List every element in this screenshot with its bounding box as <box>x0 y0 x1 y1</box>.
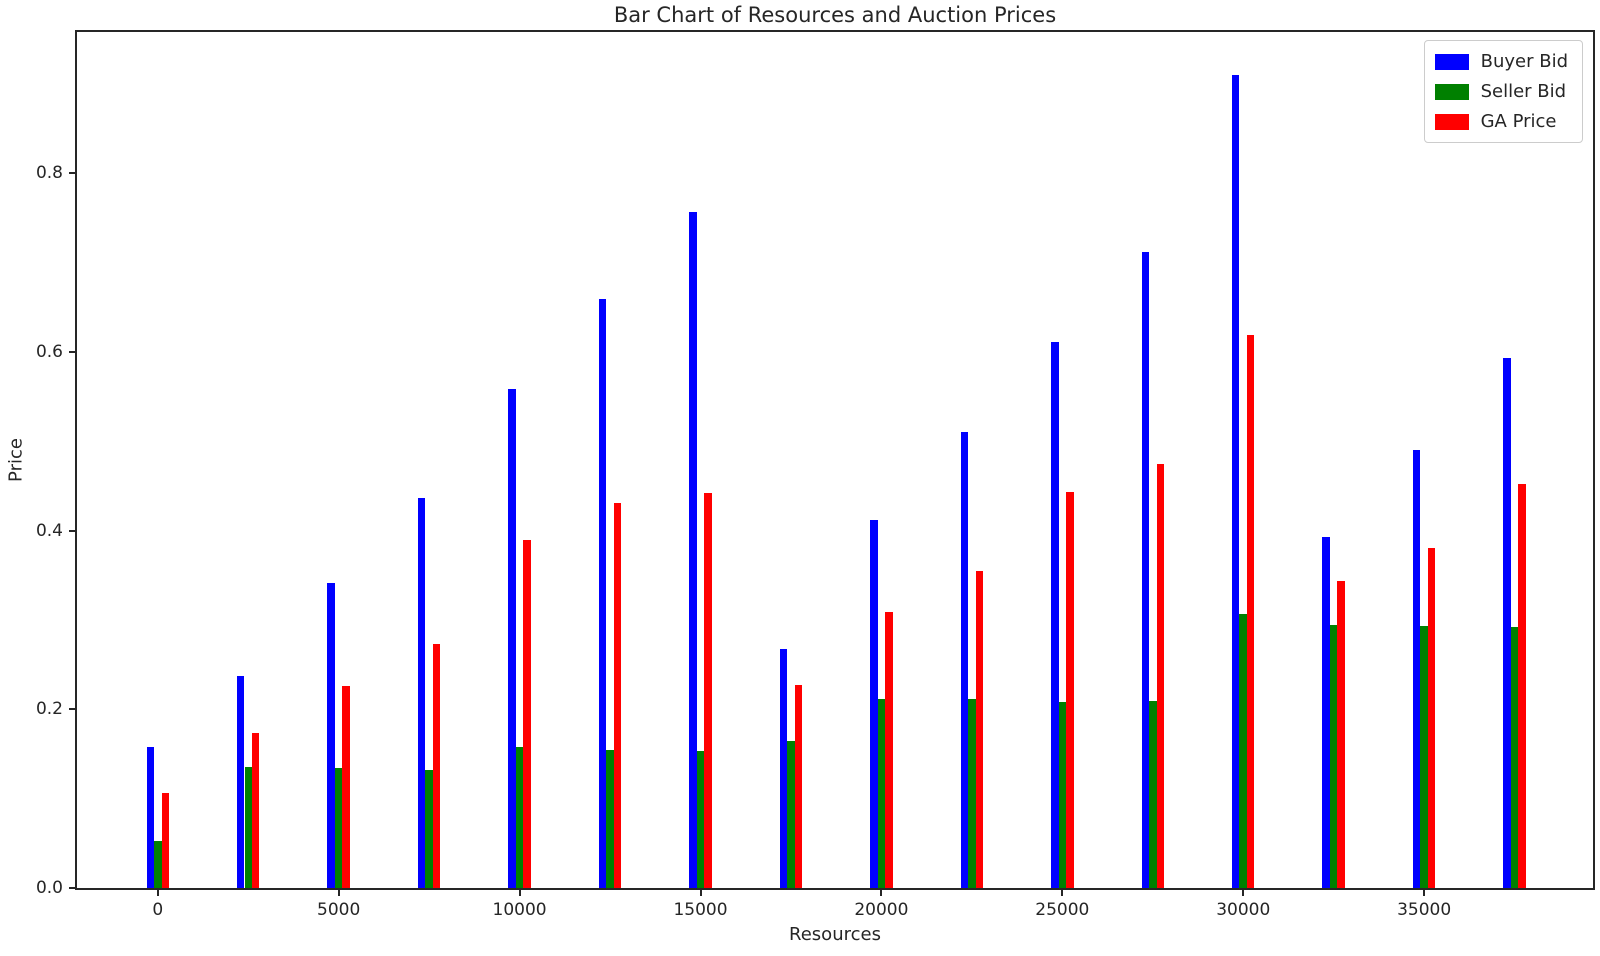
y-tick-mark-0.2 <box>69 708 77 711</box>
bar-ga-price-30000 <box>1246 334 1255 888</box>
y-tick-label-0.4: 0.4 <box>35 520 63 541</box>
bar-ga-price-12500 <box>613 502 622 888</box>
bar-seller-bid-27500 <box>1149 701 1157 888</box>
x-tick-label-20000: 20000 <box>854 900 909 920</box>
x-tick-label-35000: 35000 <box>1397 900 1452 920</box>
x-tick-label-15000: 15000 <box>673 900 728 920</box>
bar-seller-bid-0 <box>154 840 162 888</box>
bar-seller-bid-2500 <box>244 767 252 888</box>
bar-seller-bid-32500 <box>1329 625 1338 888</box>
legend-item-buyer-bid: Buyer Bid <box>1434 51 1568 72</box>
bar-seller-bid-37500 <box>1510 627 1519 888</box>
bar-ga-price-2500 <box>251 733 260 888</box>
bar-buyer-bid-17500 <box>779 648 788 888</box>
bar-seller-bid-20000 <box>877 698 886 888</box>
y-tick-label-0.2: 0.2 <box>35 699 63 720</box>
x-axis-label: Resources <box>789 924 881 945</box>
legend-swatch-ga-price <box>1434 113 1469 130</box>
bar-seller-bid-17500 <box>787 740 795 888</box>
bar-ga-price-25000 <box>1066 492 1074 888</box>
x-tick-mark-15000 <box>699 888 702 896</box>
bar-seller-bid-35000 <box>1420 626 1428 888</box>
legend-swatch-buyer-bid <box>1434 53 1469 70</box>
bar-buyer-bid-37500 <box>1503 358 1511 888</box>
y-tick-mark-0.0 <box>69 887 77 889</box>
bar-seller-bid-12500 <box>606 750 614 888</box>
bar-ga-price-15000 <box>704 493 712 888</box>
y-tick-label-0.6: 0.6 <box>35 341 63 362</box>
y-axis-label: Price <box>5 438 27 482</box>
bar-buyer-bid-20000 <box>870 519 878 888</box>
x-tick-label-25000: 25000 <box>1035 900 1090 920</box>
bar-buyer-bid-7500 <box>417 498 426 888</box>
x-tick-mark-35000 <box>1423 888 1426 896</box>
bar-seller-bid-5000 <box>334 768 343 888</box>
bar-ga-price-17500 <box>794 685 803 888</box>
bar-buyer-bid-5000 <box>327 583 335 888</box>
bar-buyer-bid-32500 <box>1322 536 1330 888</box>
bar-ga-price-35000 <box>1427 548 1436 888</box>
y-tick-label-0.8: 0.8 <box>35 163 63 184</box>
bar-buyer-bid-2500 <box>237 676 245 888</box>
y-tick-mark-0.6 <box>69 350 77 353</box>
x-tick-mark-30000 <box>1242 888 1245 896</box>
bar-buyer-bid-15000 <box>689 211 697 888</box>
bar-buyer-bid-12500 <box>598 299 607 888</box>
y-tick-mark-0.4 <box>69 529 77 532</box>
bar-ga-price-27500 <box>1156 463 1164 888</box>
bar-buyer-bid-35000 <box>1412 450 1421 888</box>
x-tick-mark-0 <box>156 888 159 896</box>
legend-swatch-seller-bid <box>1434 83 1469 100</box>
bar-ga-price-7500 <box>432 644 441 888</box>
bar-ga-price-32500 <box>1337 580 1345 888</box>
bar-ga-price-5000 <box>342 686 350 888</box>
bar-seller-bid-7500 <box>425 770 433 888</box>
bar-seller-bid-22500 <box>968 699 976 888</box>
x-tick-label-5000: 5000 <box>317 900 361 920</box>
bar-buyer-bid-30000 <box>1232 74 1240 888</box>
bar-ga-price-37500 <box>1518 484 1526 888</box>
chart-title: Bar Chart of Resources and Auction Price… <box>613 3 1057 27</box>
bar-seller-bid-30000 <box>1239 613 1247 888</box>
x-tick-label-30000: 30000 <box>1216 900 1271 920</box>
bar-seller-bid-25000 <box>1058 702 1067 888</box>
legend: Buyer Bid Seller Bid GA Price <box>1423 40 1583 143</box>
y-tick-label-0.0: 0.0 <box>35 878 63 898</box>
legend-item-seller-bid: Seller Bid <box>1434 81 1568 102</box>
x-tick-mark-5000 <box>337 888 340 896</box>
bar-buyer-bid-10000 <box>508 388 516 888</box>
bar-seller-bid-10000 <box>515 746 524 888</box>
y-tick-mark-0.8 <box>69 172 77 175</box>
legend-label-seller-bid: Seller Bid <box>1480 81 1567 102</box>
legend-item-ga-price: GA Price <box>1434 111 1568 132</box>
x-tick-label-0: 0 <box>152 900 164 920</box>
x-tick-mark-25000 <box>1061 888 1064 896</box>
x-tick-mark-20000 <box>880 888 883 896</box>
plot-area: 0.0 0.2 0.4 0.6 0.8 0 5000 10000 15000 20000 25000… <box>36 30 1595 920</box>
bar-ga-price-20000 <box>885 611 893 888</box>
bar-buyer-bid-27500 <box>1141 251 1150 888</box>
bar-buyer-bid-22500 <box>960 432 969 888</box>
bar-seller-bid-15000 <box>696 751 705 888</box>
bar-buyer-bid-0 <box>146 746 155 888</box>
x-tick-label-10000: 10000 <box>492 900 547 920</box>
x-tick-mark-10000 <box>518 888 521 896</box>
legend-label-ga-price: GA Price <box>1480 111 1557 132</box>
bar-ga-price-10000 <box>523 539 531 888</box>
bar-ga-price-22500 <box>975 570 984 888</box>
bar-buyer-bid-25000 <box>1051 342 1059 888</box>
bar-ga-price-0 <box>161 793 170 888</box>
legend-label-buyer-bid: Buyer Bid <box>1480 51 1568 72</box>
